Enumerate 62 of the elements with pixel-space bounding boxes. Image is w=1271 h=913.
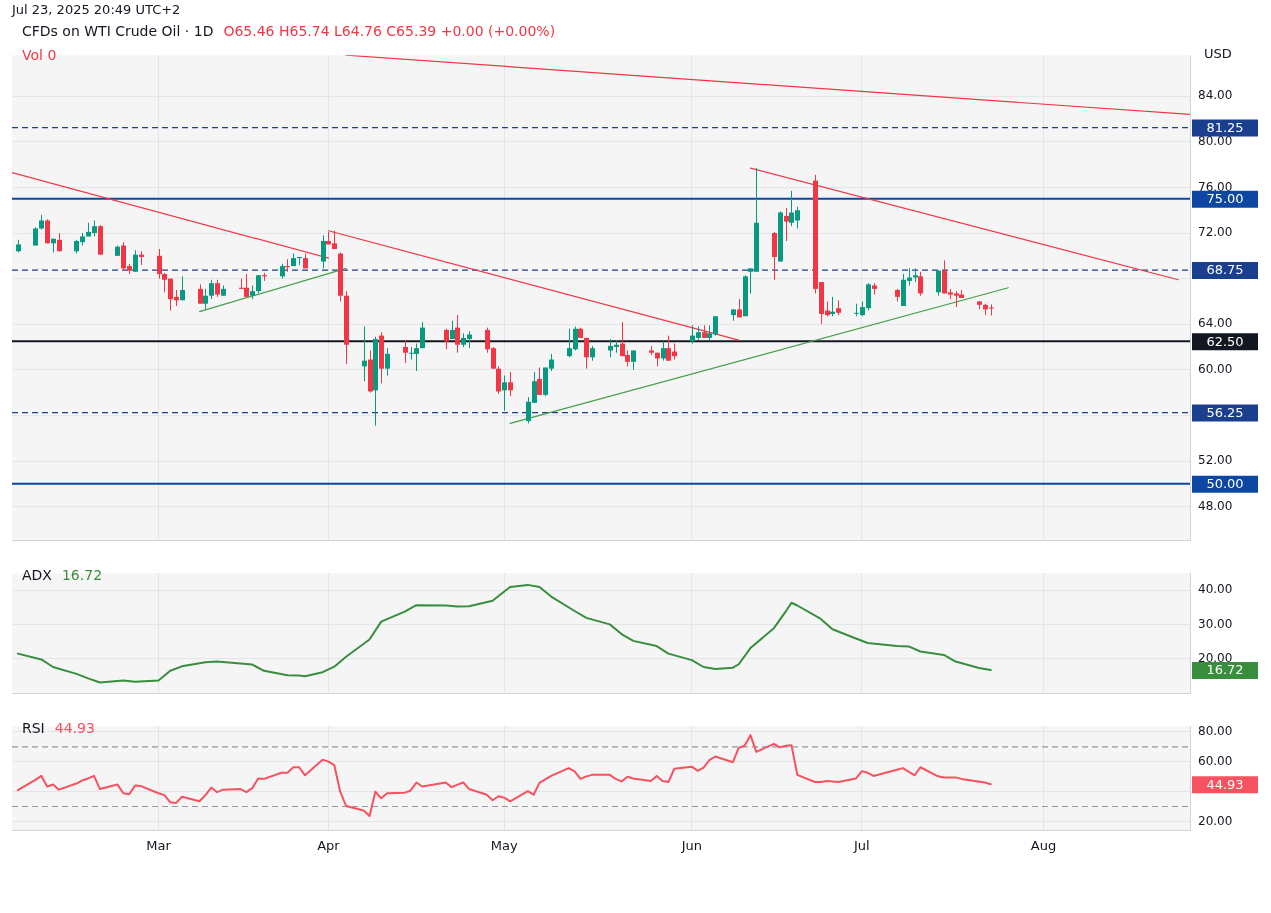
candlestick <box>918 271 923 297</box>
y-tick-label: 52.00 <box>1198 453 1233 468</box>
y-tick-label: 30.00 <box>1198 616 1233 631</box>
chart-title: RSI <box>22 720 45 736</box>
candlestick <box>455 314 460 354</box>
text: 44.93 <box>1206 776 1244 792</box>
y-tick-label: 80.00 <box>1198 724 1233 738</box>
x-tick-label: Aug <box>1030 837 1057 853</box>
chart-title: ADX <box>22 567 52 583</box>
candlestick <box>444 328 449 350</box>
y-tick-label: 72.00 <box>1198 225 1233 240</box>
candlestick <box>502 375 507 412</box>
y-tick-label: 20.00 <box>1198 650 1233 665</box>
y-tick-label: 60.00 <box>1198 361 1233 376</box>
candlestick <box>537 367 542 396</box>
y-tick-label: 76.00 <box>1198 179 1233 194</box>
y-tick-label: 60.00 <box>1198 753 1233 768</box>
candlestick <box>198 283 203 305</box>
text: O65.46 H65.74 L64.76 C65.39 +0.00 (+0.00%) <box>223 23 556 39</box>
candlestick <box>936 270 941 297</box>
ref-line-label: 81.25 <box>1206 119 1244 135</box>
ref-line-label: 50.00 <box>1206 476 1244 492</box>
y-tick-label: 64.00 <box>1198 316 1233 331</box>
y-tick-label: 84.00 <box>1198 88 1233 103</box>
x-tick-label: Apr <box>317 837 341 853</box>
candlestick <box>631 349 636 371</box>
candlestick <box>403 339 408 364</box>
candlestick <box>321 234 326 269</box>
annotation: 16.72 <box>61 567 103 583</box>
candlestick <box>203 288 208 310</box>
candlestick <box>256 274 261 294</box>
y-tick-label: 48.00 <box>1198 498 1233 513</box>
ref-line-label: 68.75 <box>1206 262 1244 278</box>
x-tick-label: Mar <box>146 837 172 853</box>
ref-line-label: 56.25 <box>1206 404 1244 420</box>
candlestick <box>420 321 425 349</box>
annotation: Vol 0 <box>22 46 58 65</box>
candlestick <box>496 365 501 395</box>
x-tick-label: Jun <box>680 837 702 853</box>
candlestick <box>385 347 390 377</box>
text: 16.72 <box>1206 662 1244 678</box>
y-tick-label: 40.00 <box>1198 582 1233 597</box>
candlestick <box>784 207 789 242</box>
candlestick <box>157 248 162 280</box>
candlestick <box>508 371 513 397</box>
ref-line-label: 75.00 <box>1206 191 1244 207</box>
candlestick <box>661 340 666 362</box>
candlestick <box>830 296 835 317</box>
chart-subtitle: Jul 23, 2025 20:49 UTC+2 <box>12 2 181 17</box>
annotation: 44.93 <box>54 720 95 736</box>
candlestick <box>584 337 589 370</box>
y-tick-label: 20.00 <box>1198 813 1233 828</box>
candlestick <box>133 249 138 273</box>
y-tick-label: 80.00 <box>1198 133 1233 148</box>
y-axis-title: USD <box>1204 46 1232 61</box>
chart-title: CFDs on WTI Crude Oil · 1D <box>22 23 214 39</box>
ref-line-label: 62.50 <box>1206 333 1244 349</box>
candlestick <box>772 231 777 281</box>
candlestick <box>33 226 38 247</box>
candlestick <box>209 279 214 300</box>
x-tick-label: Jul <box>852 837 870 853</box>
x-tick-label: May <box>490 837 519 853</box>
